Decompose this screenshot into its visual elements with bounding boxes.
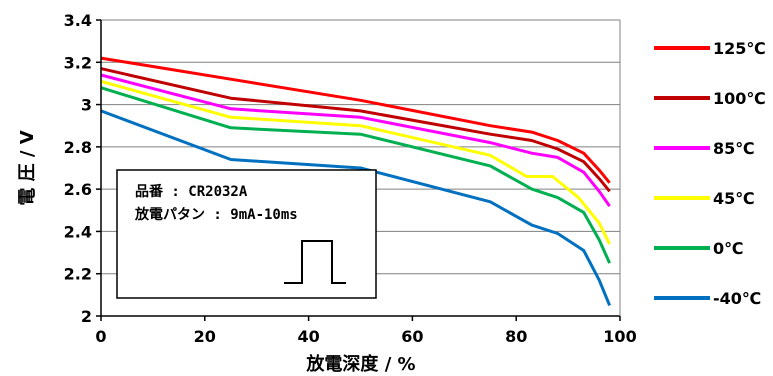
series-line-2 (100, 73, 611, 207)
series-line-4 (100, 86, 611, 264)
series-lines (100, 56, 611, 306)
y-axis-title: 電 圧 / V (17, 130, 38, 205)
x-tick-label-1: 20 (194, 327, 216, 346)
y-tick-label-6: 3.2 (64, 53, 92, 72)
x-tick-label-5: 100 (603, 327, 636, 346)
legend: 125℃ 100℃ 85℃ 45℃ 0℃ -40℃ (654, 39, 766, 308)
series-line-5 (100, 109, 611, 306)
x-tick-label-4: 80 (505, 327, 527, 346)
x-tick-label-3: 60 (401, 327, 423, 346)
series-line-1 (100, 67, 611, 193)
legend-label-0: 125℃ (713, 39, 766, 58)
x-tick-label-2: 40 (297, 327, 319, 346)
annotation-line-2: 放電パタン : 9mA-10ms (134, 206, 298, 223)
y-tick-label-5: 3 (81, 96, 92, 115)
series-line-0 (100, 56, 611, 184)
pulse-icon (284, 240, 346, 284)
axes (96, 19, 621, 321)
y-tick-label-2: 2.4 (64, 222, 92, 241)
tick-labels: 2 2.2 2.4 2.6 2.8 3 3.2 3.4 0 20 40 60 80 100 (64, 11, 637, 346)
legend-label-3: 45℃ (713, 189, 755, 208)
x-tick-label-0: 0 (95, 327, 106, 346)
legend-label-5: -40℃ (713, 289, 761, 308)
legend-label-4: 0℃ (713, 239, 744, 258)
y-tick-label-1: 2.2 (64, 265, 92, 284)
y-tick-label-4: 2.8 (64, 138, 92, 157)
annotation-line-1: 品番 : CR2032A (135, 183, 248, 200)
y-tick-label-3: 2.6 (64, 180, 92, 199)
annotation-box: 品番 : CR2032A 放電パタン : 9mA-10ms (116, 169, 377, 299)
series-line-3 (100, 79, 611, 245)
legend-label-2: 85℃ (713, 139, 755, 158)
x-axis-title: 放電深度 / % (305, 353, 415, 375)
y-tick-label-0: 2 (81, 307, 92, 326)
legend-label-1: 100℃ (713, 89, 766, 108)
y-tick-label-7: 3.4 (64, 11, 92, 30)
